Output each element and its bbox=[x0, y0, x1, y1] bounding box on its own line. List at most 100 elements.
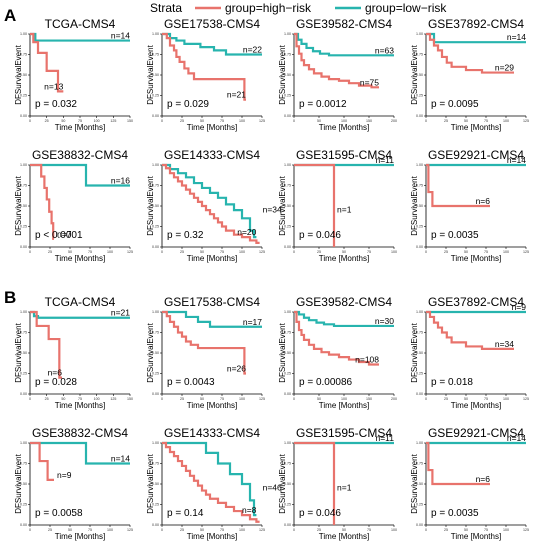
y-tick-label: 1.00 bbox=[416, 310, 423, 314]
km-plot-b-gse14333-cms4: GSE14333-CMS4 0.00 0.25 0.50 0.75 1.00 0 25 50 75… bbox=[146, 426, 282, 541]
n-label-high-risk: n=108 bbox=[355, 354, 379, 364]
x-tick-label: 150 bbox=[127, 397, 133, 401]
x-axis-label: Time [Months] bbox=[187, 401, 237, 410]
y-tick-label: 0.00 bbox=[152, 114, 159, 118]
x-tick-label: 50 bbox=[464, 528, 468, 532]
x-tick-label: 100 bbox=[503, 119, 509, 123]
y-tick-label: 0.25 bbox=[284, 372, 291, 376]
survival-curve-high-risk bbox=[426, 163, 490, 208]
x-tick-label: 100 bbox=[341, 119, 347, 123]
km-plot-a-gse92921-cms4: GSE92921-CMS4 0.00 0.25 0.50 0.75 1.00 0 25 50 75… bbox=[410, 148, 529, 263]
x-tick-label: 125 bbox=[523, 528, 529, 532]
y-tick-label: 0.00 bbox=[416, 245, 423, 249]
x-tick-label: 25 bbox=[45, 397, 49, 401]
x-tick-label: 75 bbox=[484, 528, 488, 532]
y-tick-label: 0.50 bbox=[284, 482, 291, 486]
y-tick-label: 0.00 bbox=[20, 114, 27, 118]
x-axis-label: Time [Months] bbox=[319, 123, 369, 132]
n-label-high-risk: n=29 bbox=[495, 63, 514, 73]
n-label-low-risk: n=11 bbox=[375, 155, 394, 165]
survival-curve-high-risk bbox=[294, 310, 379, 366]
y-tick-label: 0.00 bbox=[20, 392, 27, 396]
y-tick-label: 0.75 bbox=[416, 331, 423, 335]
x-tick-label: 0 bbox=[161, 119, 163, 123]
n-label-high-risk: n=6 bbox=[476, 474, 491, 484]
survival-curve-low-risk bbox=[30, 441, 130, 465]
n-label-low-risk: n=30 bbox=[375, 316, 394, 326]
x-tick-label: 75 bbox=[220, 528, 224, 532]
x-tick-label: 150 bbox=[366, 119, 372, 123]
y-tick-label: 1.00 bbox=[20, 163, 27, 167]
x-tick-label: 75 bbox=[220, 119, 224, 123]
x-tick-label: 0 bbox=[29, 397, 31, 401]
km-plot-a-gse39582-cms4: GSE39582-CMS4 0.00 0.25 0.50 0.75 1.00 0 50 100 1… bbox=[278, 17, 397, 132]
x-axis-label: Time [Months] bbox=[187, 532, 237, 541]
y-tick-label: 0.75 bbox=[152, 462, 159, 466]
y-tick-label: 0.50 bbox=[416, 204, 423, 208]
x-tick-label: 50 bbox=[200, 119, 204, 123]
x-tick-label: 100 bbox=[107, 528, 113, 532]
y-tick-label: 1.00 bbox=[152, 32, 159, 36]
p-value-label: p = 0.018 bbox=[431, 377, 473, 388]
y-tick-label: 0.00 bbox=[152, 245, 159, 249]
x-tick-label: 100 bbox=[94, 397, 100, 401]
y-axis-label: DFSurvivalEvent bbox=[146, 175, 155, 235]
x-axis-label: Time [Months] bbox=[55, 401, 105, 410]
y-tick-label: 0.00 bbox=[284, 114, 291, 118]
x-tick-label: 50 bbox=[61, 397, 65, 401]
x-tick-label: 75 bbox=[367, 528, 371, 532]
x-tick-label: 0 bbox=[161, 250, 163, 254]
x-tick-label: 125 bbox=[110, 397, 116, 401]
n-label-high-risk: n=46 bbox=[263, 483, 282, 493]
y-tick-label: 0.25 bbox=[152, 94, 159, 98]
survival-curve-high-risk bbox=[294, 163, 336, 247]
x-tick-label: 100 bbox=[503, 397, 509, 401]
x-tick-label: 50 bbox=[200, 250, 204, 254]
y-tick-label: 0.25 bbox=[20, 94, 27, 98]
x-tick-label: 0 bbox=[293, 397, 295, 401]
survival-curve-high-risk bbox=[30, 310, 62, 379]
x-tick-label: 50 bbox=[317, 397, 321, 401]
y-tick-label: 0.25 bbox=[284, 94, 291, 98]
km-plot-b-gse92921-cms4: GSE92921-CMS4 0.00 0.25 0.50 0.75 1.00 0 25 50 75… bbox=[410, 426, 529, 541]
y-tick-label: 0.75 bbox=[152, 184, 159, 188]
y-tick-label: 0.00 bbox=[416, 392, 423, 396]
y-tick-label: 0.75 bbox=[152, 53, 159, 57]
y-axis-label: DFSurvivalEvent bbox=[146, 44, 155, 104]
p-value-label: p = 0.0035 bbox=[431, 508, 479, 519]
x-tick-label: 0 bbox=[293, 250, 295, 254]
survival-curve-high-risk bbox=[162, 32, 246, 101]
y-axis-label: DFSurvivalEvent bbox=[278, 175, 287, 235]
p-value-label: p = 0.14 bbox=[167, 508, 204, 519]
y-tick-label: 1.00 bbox=[284, 441, 291, 445]
y-tick-label: 1.00 bbox=[284, 32, 291, 36]
x-tick-label: 25 bbox=[180, 250, 184, 254]
x-tick-label: 50 bbox=[61, 119, 65, 123]
x-tick-label: 125 bbox=[259, 250, 265, 254]
x-tick-label: 125 bbox=[127, 250, 133, 254]
x-tick-label: 200 bbox=[391, 119, 397, 123]
km-plot-a-gse31595-cms4: GSE31595-CMS4 0.00 0.25 0.50 0.75 1.00 0 25 50 75… bbox=[278, 148, 397, 263]
y-axis-label: DFSurvivalEvent bbox=[410, 175, 419, 235]
survival-curve-low-risk bbox=[162, 441, 257, 517]
n-label-low-risk: n=14 bbox=[507, 433, 526, 443]
x-tick-label: 125 bbox=[523, 119, 529, 123]
y-tick-label: 0.75 bbox=[416, 53, 423, 57]
x-tick-label: 0 bbox=[29, 528, 31, 532]
km-plot-b-gse17538-cms4: GSE17538-CMS4 0.00 0.25 0.50 0.75 1.00 0 25 50 75… bbox=[146, 295, 265, 410]
y-tick-label: 0.75 bbox=[20, 331, 27, 335]
y-tick-label: 0.50 bbox=[416, 351, 423, 355]
x-axis-label: Time [Months] bbox=[319, 532, 369, 541]
y-tick-label: 0.75 bbox=[416, 184, 423, 188]
x-axis-label: Time [Months] bbox=[451, 532, 501, 541]
x-tick-label: 75 bbox=[220, 397, 224, 401]
x-tick-label: 75 bbox=[78, 397, 82, 401]
survival-curve-low-risk bbox=[30, 163, 130, 187]
y-tick-label: 0.25 bbox=[152, 503, 159, 507]
y-tick-label: 0.25 bbox=[20, 503, 27, 507]
legend-label-low: group=low−risk bbox=[365, 1, 447, 15]
plot-title: GSE37892-CMS4 bbox=[428, 295, 524, 309]
n-label-high-risk: n=7 bbox=[57, 229, 72, 239]
survival-curve-low-risk bbox=[294, 32, 394, 57]
survival-curve-high-risk bbox=[294, 32, 379, 89]
